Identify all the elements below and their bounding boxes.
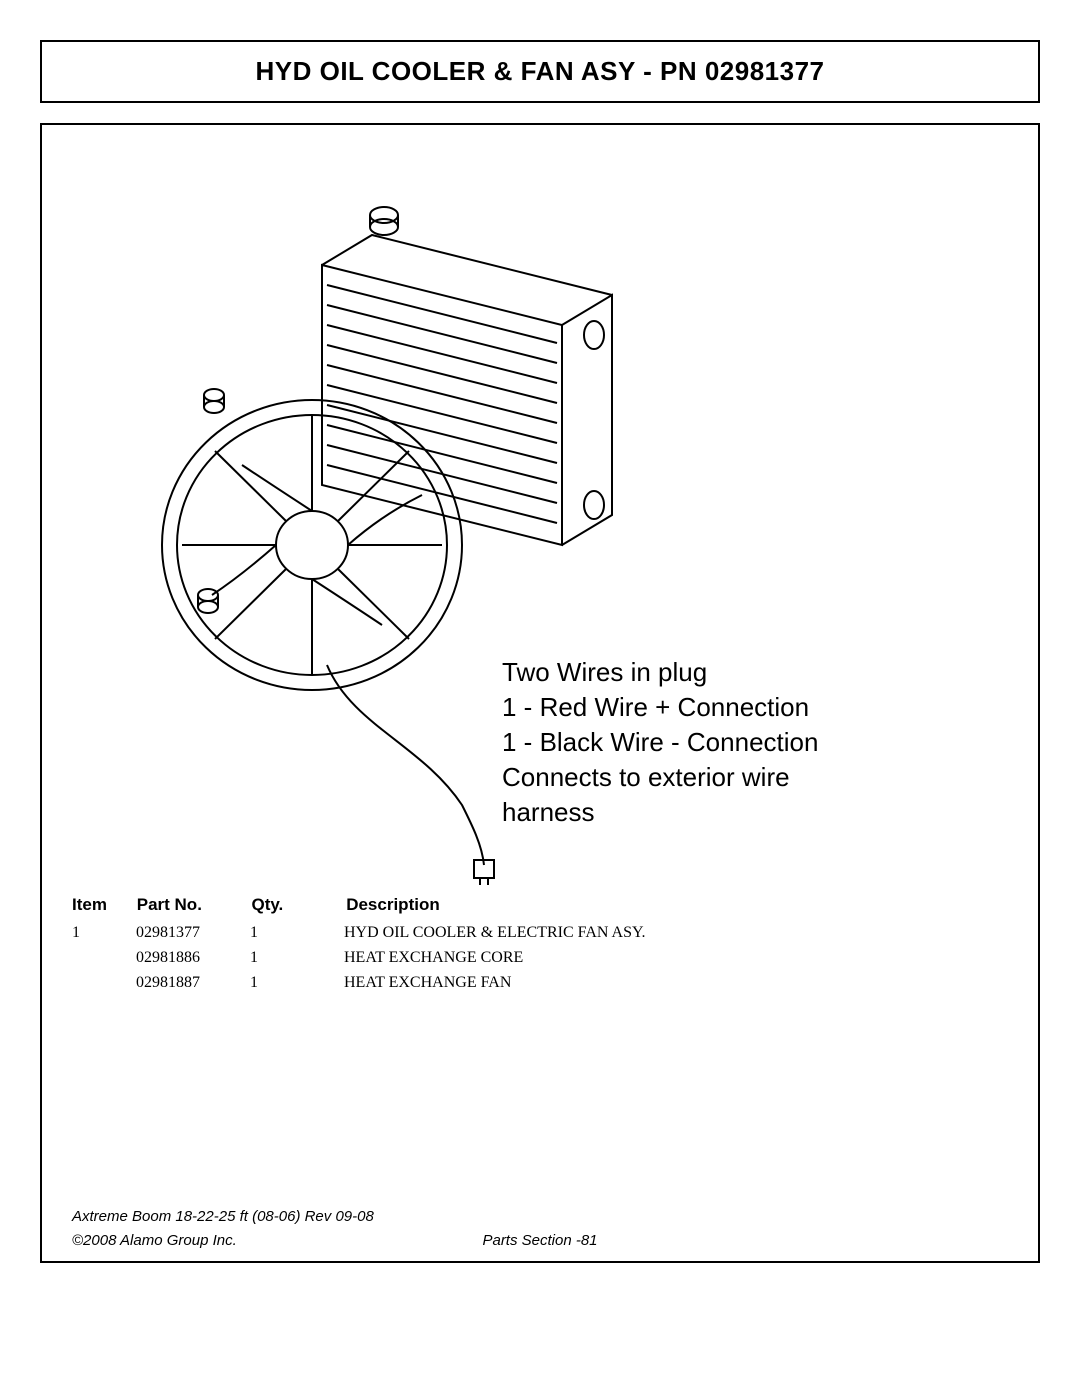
parts-header: Item Part No. Qty. Description	[72, 895, 922, 915]
cell-desc: HEAT EXCHANGE FAN	[344, 971, 844, 996]
col-item-header: Item	[72, 895, 132, 915]
cell-item: 1	[72, 921, 132, 946]
page-title: HYD OIL COOLER & FAN ASY - PN 02981377	[52, 56, 1028, 87]
cell-part: 02981886	[136, 946, 246, 971]
wire-note-line: 1 - Black Wire - Connection	[502, 725, 818, 760]
footer-revision: Axtreme Boom 18-22-25 ft (08-06) Rev 09-…	[72, 1208, 374, 1225]
diagram-box: Two Wires in plug 1 - Red Wire + Connect…	[40, 123, 1040, 1263]
cell-desc: HYD OIL COOLER & ELECTRIC FAN ASY.	[344, 921, 844, 946]
wire-note-line: Two Wires in plug	[502, 655, 818, 690]
cell-qty: 1	[250, 946, 340, 971]
table-row: 02981886 1 HEAT EXCHANGE CORE	[72, 946, 922, 971]
wire-note: Two Wires in plug 1 - Red Wire + Connect…	[502, 655, 818, 830]
wire-note-line: harness	[502, 795, 818, 830]
footer-section: Parts Section -81	[482, 1232, 597, 1249]
cell-qty: 1	[250, 921, 340, 946]
footer-copyright: ©2008 Alamo Group Inc.	[72, 1232, 237, 1249]
col-qty-header: Qty.	[251, 895, 341, 915]
parts-table: Item Part No. Qty. Description 1 0298137…	[72, 895, 922, 995]
cell-part: 02981377	[136, 921, 246, 946]
wire-note-line: 1 - Red Wire + Connection	[502, 690, 818, 725]
col-desc-header: Description	[346, 895, 846, 915]
col-part-header: Part No.	[137, 895, 247, 915]
table-row: 02981887 1 HEAT EXCHANGE FAN	[72, 971, 922, 996]
diagram-area: Two Wires in plug 1 - Red Wire + Connect…	[72, 155, 1008, 895]
cell-qty: 1	[250, 971, 340, 996]
cell-part: 02981887	[136, 971, 246, 996]
table-row: 1 02981377 1 HYD OIL COOLER & ELECTRIC F…	[72, 921, 922, 946]
cell-desc: HEAT EXCHANGE CORE	[344, 946, 844, 971]
title-box: HYD OIL COOLER & FAN ASY - PN 02981377	[40, 40, 1040, 103]
wire-note-line: Connects to exterior wire	[502, 760, 818, 795]
